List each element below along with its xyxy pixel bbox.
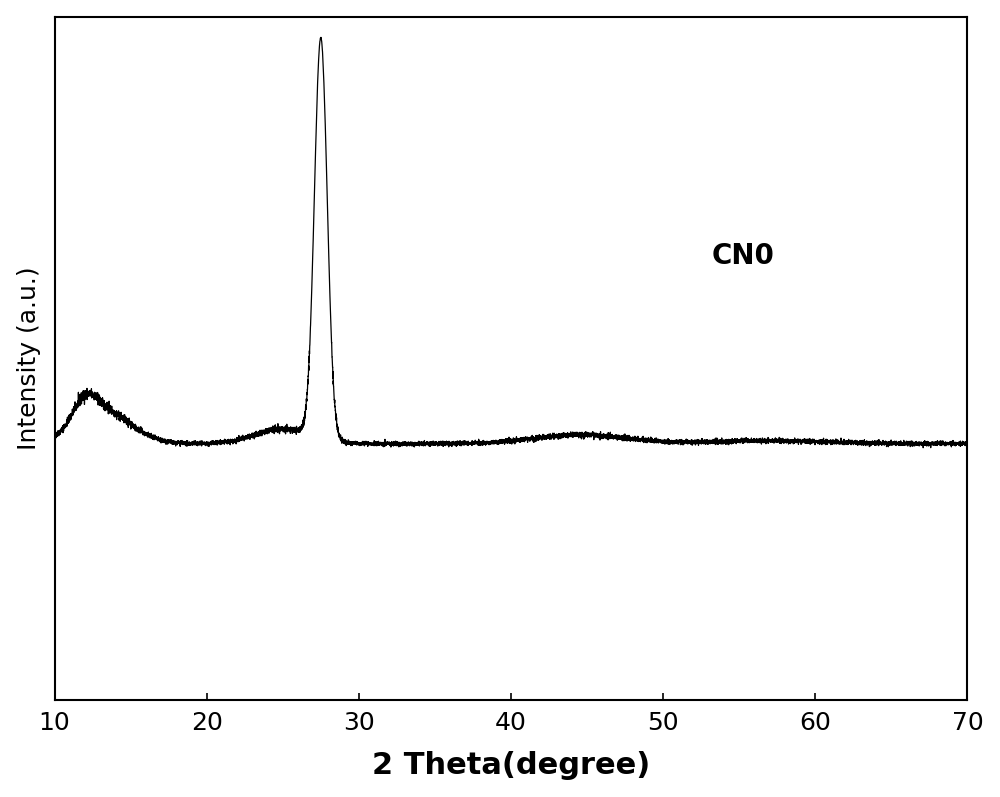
X-axis label: 2 Theta(degree): 2 Theta(degree)	[372, 752, 650, 780]
Text: CN0: CN0	[712, 241, 775, 269]
Y-axis label: Intensity (a.u.): Intensity (a.u.)	[17, 266, 41, 450]
